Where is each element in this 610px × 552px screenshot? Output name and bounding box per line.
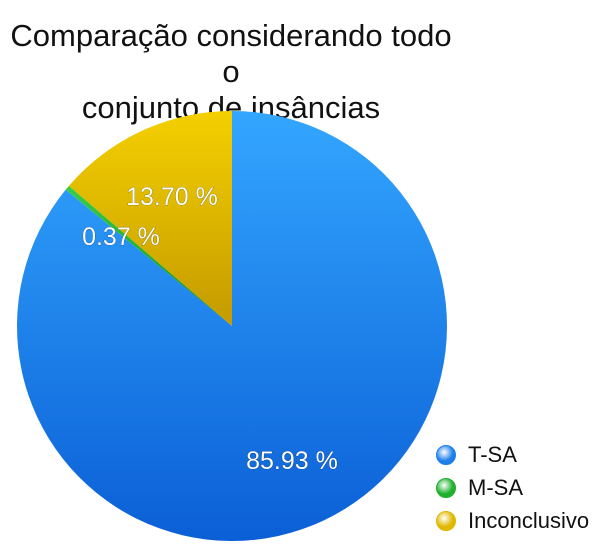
legend: T-SA M-SA Inconclusivo <box>436 438 589 537</box>
legend-swatch-icon <box>436 477 456 498</box>
pie-slice-inconclusivo <box>68 111 232 326</box>
slice-label-m-sa: 0.37 % <box>82 223 160 251</box>
legend-label: M-SA <box>468 474 523 500</box>
legend-item-inconclusivo: Inconclusivo <box>436 504 589 537</box>
slice-label-inconclusivo: 13.70 % <box>126 183 218 211</box>
chart-title-line-1: Comparação considerando todo o <box>10 18 452 89</box>
slice-label-t-sa: 85.93 % <box>246 447 338 475</box>
legend-label: Inconclusivo <box>468 507 590 533</box>
legend-item-m-sa: M-SA <box>436 471 589 504</box>
pie-slice-m-sa <box>65 185 233 326</box>
legend-label: T-SA <box>468 441 517 467</box>
legend-swatch-icon <box>436 510 456 531</box>
legend-swatch-icon <box>436 444 456 465</box>
legend-item-t-sa: T-SA <box>436 438 589 471</box>
pie-slice-t-sa <box>16 111 447 542</box>
